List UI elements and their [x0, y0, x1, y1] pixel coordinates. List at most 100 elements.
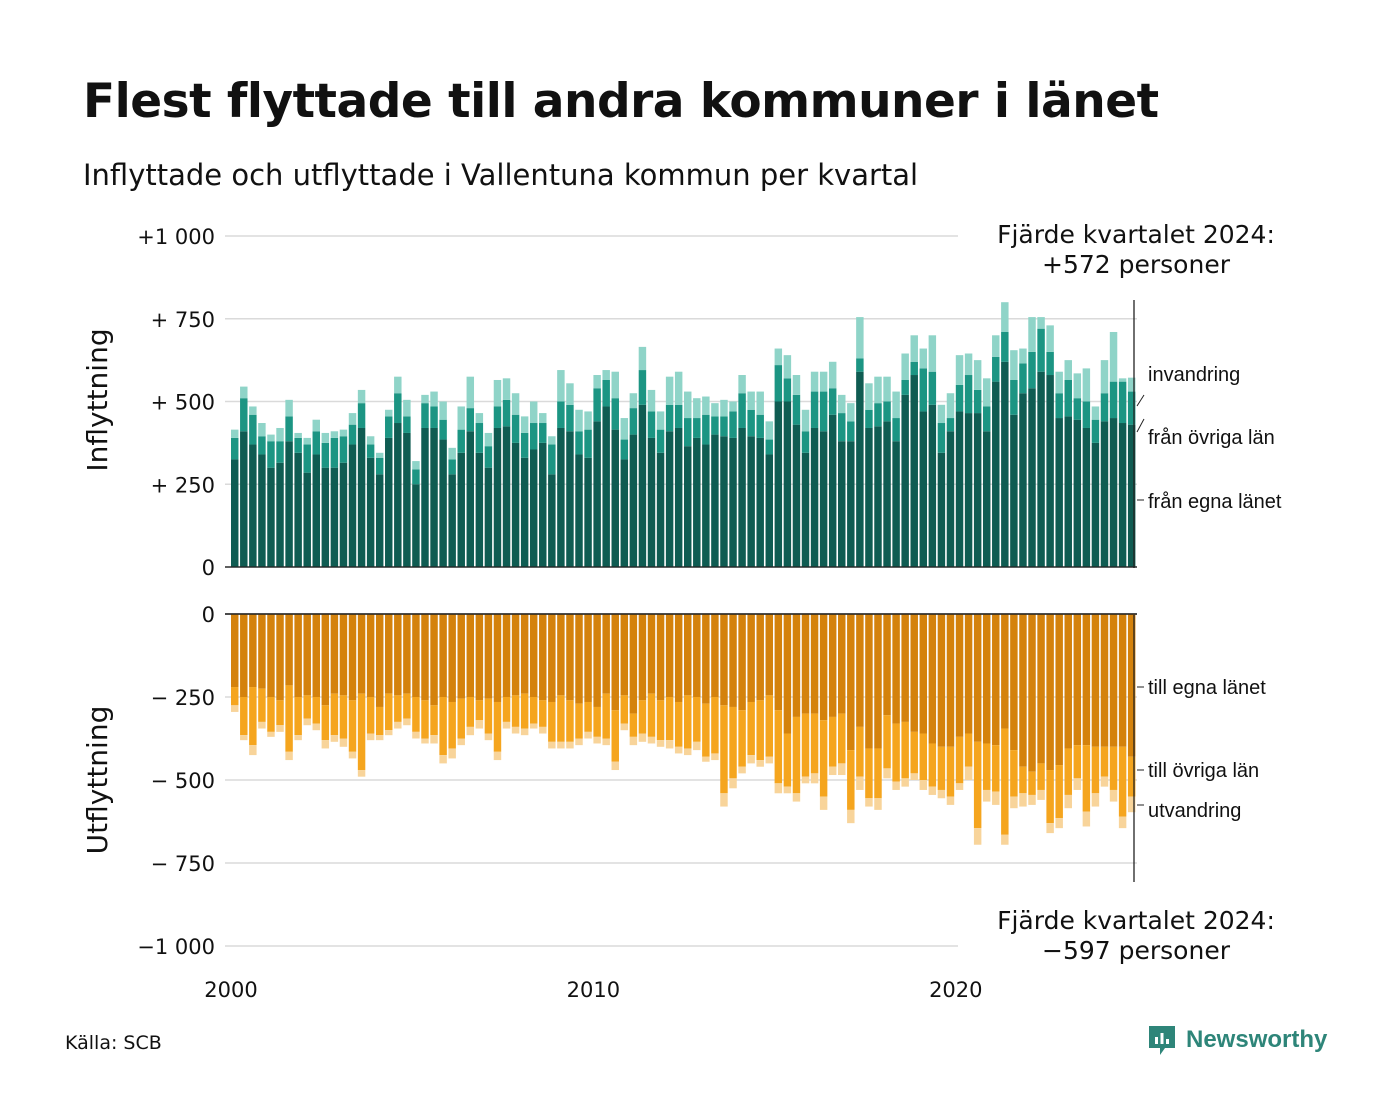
- bar-in-1: [738, 393, 746, 428]
- bar-out-0: [792, 614, 801, 717]
- bar-out-1: [955, 736, 964, 784]
- bar-out-0: [611, 614, 619, 711]
- bar-out-0: [992, 614, 1000, 746]
- chart-subtitle: Inflyttade och utflyttade i Vallentuna k…: [83, 158, 919, 192]
- bar-in-0: [357, 427, 366, 567]
- bar-out-1: [819, 720, 828, 797]
- bar-in-0: [856, 371, 864, 567]
- bar-in-1: [747, 409, 755, 437]
- bar-out-2: [240, 735, 248, 741]
- bar-in-0: [339, 462, 348, 567]
- legend-label-out: till egna länet: [1148, 677, 1266, 699]
- bar-in-2: [493, 379, 502, 407]
- bar-in-2: [783, 355, 792, 379]
- bar-out-2: [566, 741, 574, 749]
- bar-out-0: [466, 614, 475, 697]
- bar-out-1: [566, 700, 574, 742]
- bar-out-1: [475, 700, 484, 721]
- bar-out-0: [1100, 614, 1109, 747]
- bar-out-1: [276, 700, 284, 726]
- bar-out-1: [729, 706, 737, 779]
- bar-in-1: [357, 403, 366, 428]
- bar-out-0: [285, 614, 293, 686]
- bar-out-0: [357, 614, 366, 694]
- bar-in-1: [1109, 381, 1118, 419]
- bar-out-1: [240, 697, 248, 736]
- bar-out-2: [348, 751, 357, 759]
- bar-out-0: [674, 614, 683, 702]
- bar-in-2: [430, 391, 438, 407]
- bar-out-2: [375, 735, 384, 741]
- bar-out-1: [557, 695, 565, 742]
- bar-out-0: [421, 614, 429, 701]
- bar-in-0: [1091, 442, 1100, 567]
- bar-out-0: [448, 614, 456, 702]
- bar-out-0: [783, 614, 792, 734]
- bar-in-1: [529, 423, 538, 450]
- bar-out-1: [1046, 770, 1054, 824]
- bar-out-0: [801, 614, 810, 714]
- bar-in-0: [439, 439, 447, 567]
- bar-in-0: [394, 423, 402, 567]
- bar-in-1: [638, 370, 647, 405]
- bar-in-1: [711, 416, 719, 435]
- bar-out-0: [520, 614, 529, 694]
- bar-in-2: [1127, 377, 1136, 392]
- bar-in-2: [520, 416, 529, 433]
- y-tick-label: − 250: [151, 686, 215, 710]
- bar-in-2: [584, 411, 592, 430]
- bar-out-2: [765, 756, 773, 764]
- bar-out-2: [774, 783, 783, 794]
- bar-out-1: [584, 701, 592, 732]
- bar-out-0: [348, 614, 357, 701]
- axis-ticks: +1 000 + 750 + 500 + 250 0 0 − 250 − 500 − 750 −1…: [137, 225, 982, 1002]
- bar-out-2: [620, 723, 629, 731]
- bar-out-1: [1109, 746, 1118, 790]
- bar-in-2: [357, 389, 366, 404]
- bar-out-2: [801, 776, 810, 784]
- bar-out-0: [366, 614, 375, 697]
- bar-out-2: [611, 761, 619, 771]
- bar-out-2: [919, 780, 928, 790]
- bar-out-0: [946, 614, 955, 747]
- bar-in-2: [457, 406, 465, 430]
- bar-in-0: [375, 474, 384, 567]
- bar-out-2: [982, 789, 991, 802]
- bar-out-2: [819, 796, 828, 810]
- bar-out-0: [729, 614, 737, 707]
- bar-out-2: [493, 751, 502, 761]
- bar-in-2: [747, 391, 755, 410]
- bar-out-1: [321, 705, 330, 741]
- bar-in-0: [1109, 418, 1118, 567]
- y-tick-label: + 250: [151, 473, 215, 497]
- bar-in-2: [937, 404, 946, 424]
- bar-in-0: [883, 421, 891, 567]
- bar-in-1: [1001, 331, 1009, 362]
- bar-out-2: [1091, 793, 1100, 807]
- brand-logo[interactable]: Newsworthy: [1147, 1024, 1327, 1056]
- bar-out-2: [1046, 823, 1054, 834]
- bar-in-1: [1073, 398, 1082, 420]
- bar-in-2: [756, 391, 764, 415]
- bar-out-0: [231, 614, 239, 688]
- bar-out-2: [684, 748, 692, 756]
- bar-in-0: [466, 431, 475, 567]
- bar-out-2: [702, 756, 710, 762]
- bar-out-2: [847, 809, 855, 824]
- bar-in-0: [584, 457, 592, 567]
- bar-in-0: [511, 442, 520, 567]
- bar-out-2: [258, 721, 266, 729]
- legend-label-in: från egna länet: [1148, 491, 1282, 513]
- bar-in-0: [738, 427, 746, 567]
- bar-out-2: [285, 751, 293, 761]
- bar-in-0: [529, 449, 538, 567]
- bar-out-0: [856, 614, 864, 727]
- bar-out-1: [765, 695, 773, 757]
- bar-in-0: [756, 437, 764, 567]
- bar-out-1: [231, 687, 239, 706]
- bar-in-0: [421, 427, 429, 567]
- bar-in-1: [1064, 379, 1072, 417]
- bar-in-2: [892, 391, 900, 419]
- bar-out-0: [892, 614, 900, 724]
- bar-out-0: [240, 614, 248, 697]
